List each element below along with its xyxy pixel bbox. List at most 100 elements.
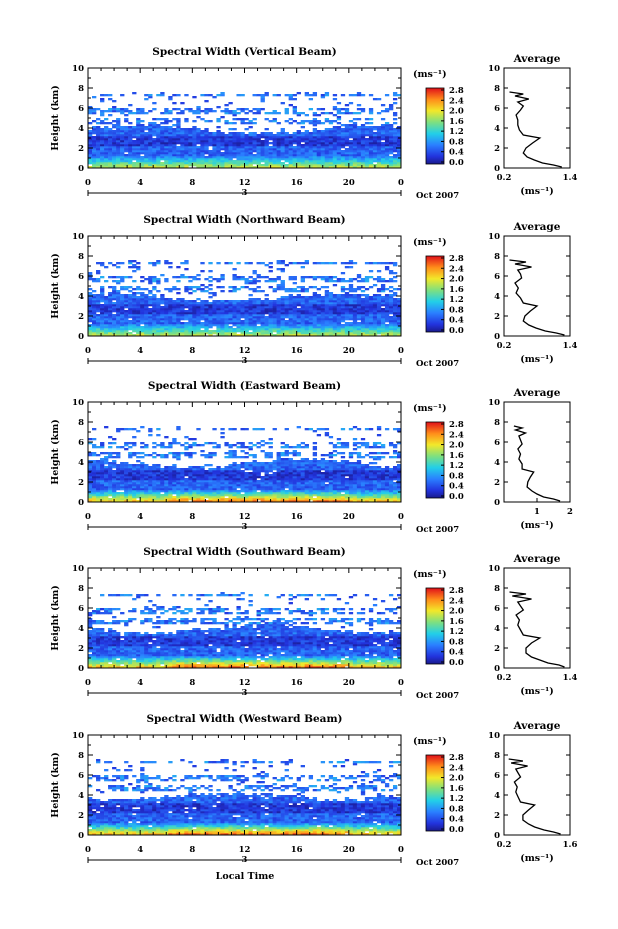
heatmap-cell	[168, 476, 172, 478]
heatmap-cell	[297, 262, 301, 264]
heatmap-cell	[393, 94, 397, 96]
heatmap-cell	[285, 332, 289, 334]
heatmap-cell	[273, 136, 277, 138]
heatmap-cell	[208, 486, 212, 488]
heatmap-cell	[188, 286, 192, 288]
heatmap-cell	[297, 326, 301, 328]
heatmap-cell	[156, 468, 160, 470]
heatmap-cell	[273, 120, 277, 122]
heatmap-cell	[168, 96, 172, 98]
heatmap-cell	[240, 122, 244, 124]
heatmap-cell	[337, 280, 341, 282]
heatmap-cell	[124, 442, 128, 444]
heatmap-cell	[128, 490, 132, 492]
heatmap-cell	[212, 332, 216, 334]
heatmap-cell	[88, 308, 92, 310]
heatmap-cell	[393, 136, 397, 138]
heatmap-cell	[192, 286, 196, 288]
heatmap-cell	[216, 148, 220, 150]
heatmap-cell	[385, 142, 389, 144]
heatmap-cell	[160, 478, 164, 480]
heatmap-cell	[140, 280, 144, 282]
heatmap-cell	[232, 452, 236, 454]
heatmap-cell	[393, 98, 397, 100]
heatmap-cell	[293, 262, 297, 264]
heatmap-cell	[228, 140, 232, 142]
heatmap-cell	[136, 316, 140, 318]
heatmap-cell	[281, 316, 285, 318]
heatmap-cell	[96, 132, 100, 134]
heatmap-cell	[317, 146, 321, 148]
heatmap-cell	[108, 486, 112, 488]
heatmap-cell	[321, 320, 325, 322]
heatmap-cell	[152, 280, 156, 282]
heatmap-cell	[240, 142, 244, 144]
heatmap-cell	[160, 496, 164, 498]
heatmap-cell	[144, 142, 148, 144]
heatmap-cell	[96, 142, 100, 144]
heatmap-cell	[249, 280, 253, 282]
heatmap-cell	[112, 152, 116, 154]
heatmap-cell	[216, 286, 220, 288]
heatmap-cell	[180, 142, 184, 144]
heatmap-cell	[293, 290, 297, 292]
heatmap-cell	[297, 316, 301, 318]
heatmap-cell	[212, 146, 216, 148]
heatmap-cell	[281, 280, 285, 282]
panel-title: Spectral Width (Northward Beam)	[143, 214, 345, 226]
heatmap-cell	[377, 142, 381, 144]
heatmap-cell	[232, 490, 236, 492]
heatmap-cell	[317, 164, 321, 166]
heatmap-cell	[377, 332, 381, 334]
heatmap-cell	[184, 310, 188, 312]
heatmap-cell	[188, 142, 192, 144]
heatmap-cell	[120, 286, 124, 288]
heatmap-cell	[389, 304, 393, 306]
heatmap-cell	[120, 482, 124, 484]
heatmap-cell	[261, 144, 265, 146]
heatmap-cell	[309, 326, 313, 328]
heatmap-cell	[297, 156, 301, 158]
heatmap-cell	[281, 330, 285, 332]
heatmap-cell	[377, 98, 381, 100]
heatmap-cell	[361, 308, 365, 310]
heatmap-cell	[240, 494, 244, 496]
heatmap-cell	[124, 482, 128, 484]
heatmap-cell	[116, 152, 120, 154]
heatmap-cell	[184, 316, 188, 318]
heatmap-cell	[329, 154, 333, 156]
heatmap-cell	[253, 122, 257, 124]
colorbar	[426, 88, 444, 164]
heatmap-cell	[120, 470, 124, 472]
heatmap-cell	[148, 486, 152, 488]
heatmap-cell	[208, 492, 212, 494]
heatmap-cell	[140, 128, 144, 130]
heatmap-cell	[349, 112, 353, 114]
heatmap-cell	[96, 262, 100, 264]
heatmap-cell	[393, 310, 397, 312]
heatmap-cell	[164, 156, 168, 158]
heatmap-cell	[377, 152, 381, 154]
heatmap-cell	[301, 126, 305, 128]
heatmap-cell	[353, 294, 357, 296]
heatmap-cell	[325, 120, 329, 122]
heatmap-cell	[196, 484, 200, 486]
heatmap-cell	[164, 152, 168, 154]
heatmap-cell	[168, 466, 172, 468]
y-tick-label: 4	[78, 124, 84, 134]
heatmap-cell	[176, 310, 180, 312]
heatmap-cell	[100, 484, 104, 486]
heatmap-cell	[136, 306, 140, 308]
heatmap-cell	[184, 146, 188, 148]
heatmap-cell	[333, 312, 337, 314]
heatmap-cell	[224, 466, 228, 468]
heatmap-cell	[108, 286, 112, 288]
heatmap-cell	[381, 316, 385, 318]
heatmap-cell	[313, 162, 317, 164]
heatmap-cell	[377, 308, 381, 310]
heatmap-cell	[128, 286, 132, 288]
heatmap-cell	[357, 276, 361, 278]
heatmap-cell	[313, 114, 317, 116]
heatmap-cell	[236, 480, 240, 482]
heatmap-cell	[313, 278, 317, 280]
